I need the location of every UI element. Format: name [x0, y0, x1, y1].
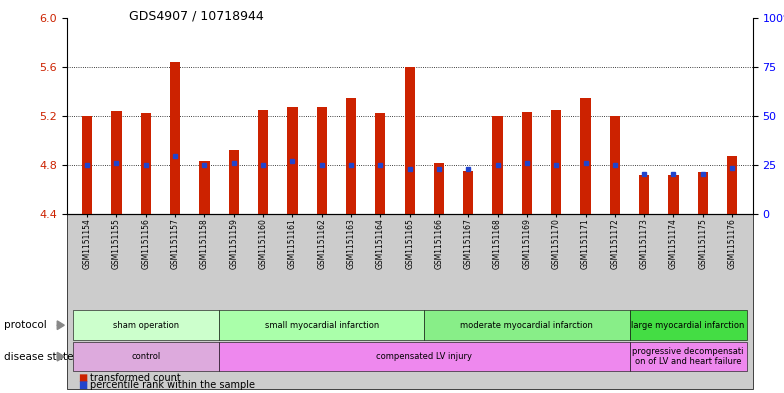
Bar	[668, 175, 679, 214]
Text: percentile rank within the sample: percentile rank within the sample	[90, 380, 255, 390]
Text: ■: ■	[78, 373, 88, 383]
Bar	[317, 107, 327, 214]
Bar	[346, 97, 356, 214]
Text: ■: ■	[78, 380, 88, 390]
Text: sham operation: sham operation	[113, 321, 179, 330]
Bar	[610, 116, 620, 214]
Bar	[140, 114, 151, 214]
Text: control: control	[131, 352, 161, 361]
Bar	[82, 116, 93, 214]
Bar	[376, 114, 386, 214]
Bar	[199, 162, 209, 214]
Bar	[698, 173, 708, 214]
Text: moderate myocardial infarction: moderate myocardial infarction	[460, 321, 593, 330]
Bar	[229, 150, 239, 214]
Text: protocol: protocol	[4, 320, 47, 330]
Text: transformed count: transformed count	[90, 373, 181, 383]
Bar	[522, 112, 532, 214]
Text: small myocardial infarction: small myocardial infarction	[264, 321, 379, 330]
Bar	[405, 67, 415, 214]
Bar	[727, 156, 737, 214]
Bar	[551, 110, 561, 214]
Bar	[258, 110, 268, 214]
Text: compensated LV injury: compensated LV injury	[376, 352, 472, 361]
Bar	[463, 171, 474, 214]
Text: disease state: disease state	[4, 352, 74, 362]
Bar	[287, 107, 297, 214]
Bar	[111, 111, 122, 214]
Bar	[639, 175, 649, 214]
Bar	[580, 97, 590, 214]
Bar	[170, 62, 180, 214]
Text: progressive decompensati
on of LV and heart failure: progressive decompensati on of LV and he…	[633, 347, 744, 366]
Text: large myocardial infarction: large myocardial infarction	[631, 321, 745, 330]
Bar	[434, 163, 444, 214]
Text: GDS4907 / 10718944: GDS4907 / 10718944	[129, 10, 264, 23]
Bar	[492, 116, 503, 214]
